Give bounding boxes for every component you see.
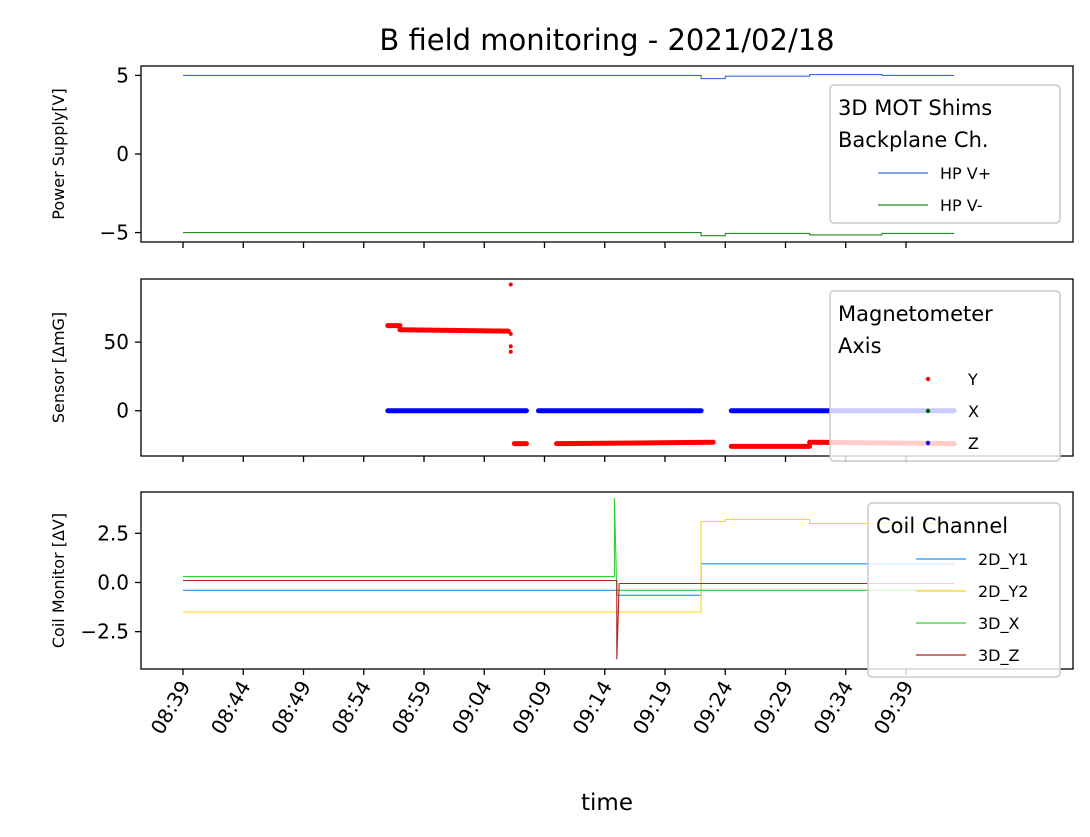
y-tick-label: 5: [116, 63, 129, 87]
legend-label: Z: [968, 434, 979, 453]
y-axis-label: Power Supply[V]: [49, 88, 68, 219]
x-tick-label: 09:14: [567, 677, 617, 739]
x-tick-label: 08:49: [266, 677, 316, 739]
legend: 3D MOT Shims Backplane Ch. HP V+ HP V-: [829, 84, 1061, 224]
y-tick-label: 0.0: [97, 570, 129, 594]
legend: Coil Channel 2D_Y1 2D_Y2 3D_X 3D_Z: [867, 502, 1061, 678]
legend-label: HP V-: [940, 196, 983, 215]
x-axis: 08:39 08:44 08:49 08:54 08:59 09:04 09:09 09:14…: [146, 677, 919, 739]
series-y-segment: [397, 327, 511, 334]
x-tick-label: 09:29: [748, 677, 798, 739]
series-3d-z: [183, 579, 955, 660]
series-hp-v-: [183, 232, 955, 237]
legend-title: Coil Channel: [876, 514, 1008, 538]
x-axis-label: time: [581, 790, 633, 816]
panel-1: 5 0 −5 Power Supply[V] 3D MOT Shims Backplane…: [49, 63, 1074, 248]
legend-box: [829, 290, 1061, 462]
panel-3: 2.5 0.0 −2.5 Coil Monitor [ΔV] Coil Channel 2…: [49, 491, 1074, 678]
legend-title: 3D MOT Shims: [838, 96, 992, 120]
x-tick-label: 09:04: [447, 677, 497, 739]
legend-label: X: [968, 402, 979, 421]
legend-box: [867, 502, 1061, 678]
x-tick-label: 08:39: [146, 677, 196, 739]
series-y-point: [508, 349, 513, 354]
legend-title: Axis: [838, 334, 882, 358]
x-tick-label: 08:44: [206, 677, 256, 739]
y-tick-label: 2.5: [97, 521, 129, 545]
legend-label: 3D_X: [978, 614, 1020, 634]
legend-label: 2D_Y1: [978, 550, 1028, 570]
legend-label: 2D_Y2: [978, 582, 1028, 602]
series-y-point: [508, 282, 513, 287]
y-axis-label: Coil Monitor [ΔV]: [49, 513, 68, 648]
legend-label: Y: [967, 370, 978, 389]
x-tick-label: 09:34: [808, 677, 858, 739]
y-tick-label: 50: [104, 330, 129, 354]
legend-title: Magnetometer: [838, 302, 993, 326]
series-y-point: [508, 344, 513, 349]
series-2d-y2: [183, 518, 955, 613]
legend-title: Backplane Ch.: [838, 128, 989, 152]
legend: Magnetometer Axis YXZ: [829, 290, 1061, 462]
legend-swatch: [925, 440, 931, 446]
x-tick-label: 08:54: [326, 677, 376, 739]
x-tick-label: 09:09: [507, 677, 557, 739]
x-tick-label: 09:19: [628, 677, 678, 739]
x-tick-label: 08:59: [387, 677, 437, 739]
y-tick-label: −2.5: [80, 620, 129, 644]
figure-title: B field monitoring - 2021/02/18: [379, 23, 834, 57]
series-3d-x: [183, 497, 955, 595]
panel-2: 50 0 Sensor [ΔmG] Magnetometer Axis YXZ: [49, 278, 1074, 462]
y-tick-label: −5: [100, 221, 129, 245]
plot-frame: [140, 278, 1074, 457]
y-tick-label: 0: [116, 142, 129, 166]
legend-swatch: [925, 408, 931, 414]
series-hp-v-: [183, 74, 955, 80]
series-y-point: [508, 331, 513, 336]
y-axis-label: Sensor [ΔmG]: [49, 312, 68, 423]
legend-box: [829, 84, 1061, 224]
plot-frame: [140, 491, 1074, 670]
series-y-segment: [554, 439, 716, 447]
legend-label: HP V+: [940, 164, 991, 183]
legend-label: 3D_Z: [978, 646, 1020, 666]
series-2d-y1: [183, 563, 955, 596]
x-tick-label: 09:39: [869, 677, 919, 739]
x-tick-label: 09:24: [688, 677, 738, 739]
legend-swatch: [925, 376, 931, 382]
y-tick-label: 0: [116, 399, 129, 423]
